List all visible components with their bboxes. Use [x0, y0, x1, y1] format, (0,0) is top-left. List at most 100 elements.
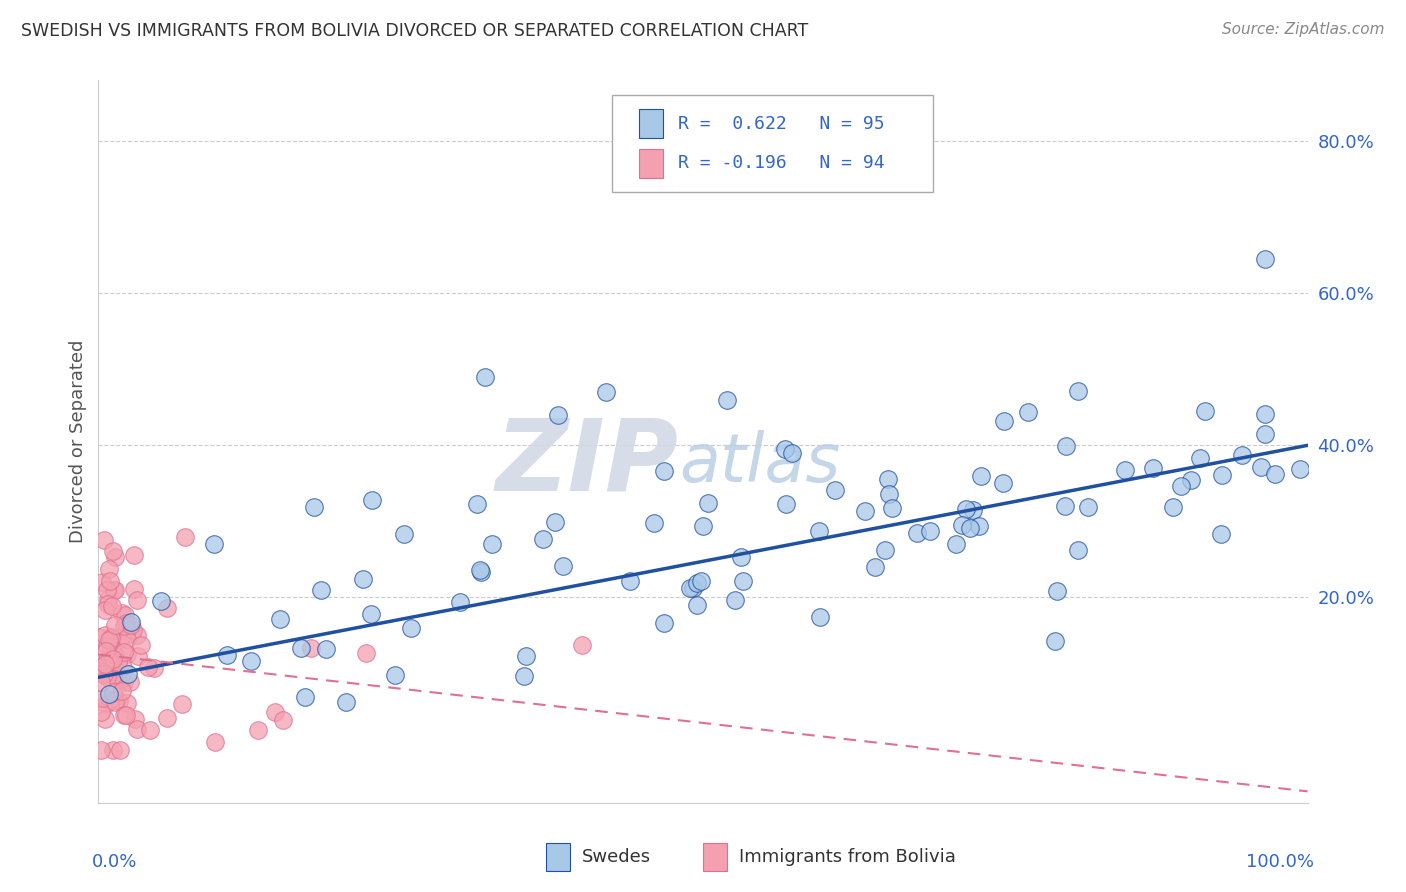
Text: Immigrants from Bolivia: Immigrants from Bolivia [740, 848, 956, 866]
Point [716, 392, 738, 407]
Point [643, 516, 665, 531]
Point [392, 526, 415, 541]
Point [730, 549, 752, 564]
Point [1194, 404, 1216, 418]
Point [100, 630, 122, 644]
Point [108, 693, 131, 707]
Point [807, 524, 830, 538]
Point [110, 672, 132, 686]
Point [217, 648, 239, 662]
Point [571, 638, 593, 652]
Point [1077, 500, 1099, 515]
Point [93, 665, 115, 680]
Point [96, 639, 118, 653]
Point [115, 707, 138, 722]
Point [959, 521, 981, 535]
Point [101, 668, 124, 682]
Point [1067, 542, 1090, 557]
Point [315, 642, 337, 657]
Point [1043, 634, 1066, 648]
Point [101, 657, 124, 671]
Point [470, 565, 492, 579]
Point [512, 669, 534, 683]
Point [271, 713, 294, 727]
Point [93, 667, 115, 681]
Point [882, 501, 904, 516]
Point [98, 632, 121, 647]
Point [93, 690, 115, 705]
Point [112, 674, 135, 689]
Point [865, 560, 887, 574]
Point [970, 469, 993, 483]
Point [1054, 439, 1077, 453]
Point [1114, 463, 1136, 477]
Point [808, 610, 831, 624]
Point [100, 631, 122, 645]
Point [96, 670, 118, 684]
Point [101, 742, 124, 756]
Point [335, 695, 357, 709]
Point [117, 666, 139, 681]
Point [993, 415, 1015, 429]
Text: 100.0%: 100.0% [1246, 854, 1313, 871]
Point [115, 615, 138, 630]
FancyBboxPatch shape [613, 95, 932, 193]
Point [170, 697, 193, 711]
Point [1161, 500, 1184, 515]
Point [125, 628, 148, 642]
Point [96, 654, 118, 668]
Point [101, 544, 124, 558]
Point [465, 496, 488, 510]
Point [105, 663, 128, 677]
Point [696, 496, 718, 510]
Point [115, 696, 138, 710]
Point [90, 665, 112, 679]
Point [139, 723, 162, 737]
Point [136, 660, 159, 674]
Point [103, 582, 125, 597]
Point [1289, 462, 1312, 476]
Point [1209, 527, 1232, 541]
Point [105, 693, 128, 707]
Point [1046, 584, 1069, 599]
Point [1211, 467, 1233, 482]
Point [962, 503, 984, 517]
Point [239, 653, 262, 667]
Point [264, 705, 287, 719]
Point [247, 723, 270, 737]
Point [98, 693, 121, 707]
Point [110, 684, 132, 698]
Point [112, 645, 135, 659]
Point [98, 574, 121, 588]
Point [544, 516, 567, 530]
Point [104, 618, 127, 632]
Point [955, 502, 977, 516]
Point [112, 708, 135, 723]
Point [127, 648, 149, 663]
Text: R = -0.196   N = 94: R = -0.196 N = 94 [678, 154, 884, 172]
Point [104, 582, 127, 597]
Point [98, 562, 121, 576]
Point [1254, 407, 1277, 421]
Point [824, 483, 846, 497]
Point [112, 619, 135, 633]
Point [682, 581, 704, 595]
Point [531, 532, 554, 546]
Bar [638, 149, 664, 178]
Point [733, 574, 755, 588]
Point [356, 646, 378, 660]
Point [945, 537, 967, 551]
Point [1254, 252, 1277, 266]
Point [90, 742, 112, 756]
Point [93, 666, 115, 681]
Point [1264, 467, 1286, 482]
Text: atlas: atlas [679, 430, 839, 496]
Point [91, 663, 114, 677]
Point [360, 607, 382, 621]
Point [91, 659, 114, 673]
Point [773, 442, 796, 456]
Point [775, 497, 797, 511]
Point [204, 536, 226, 550]
Point [98, 655, 121, 669]
Bar [703, 843, 727, 871]
